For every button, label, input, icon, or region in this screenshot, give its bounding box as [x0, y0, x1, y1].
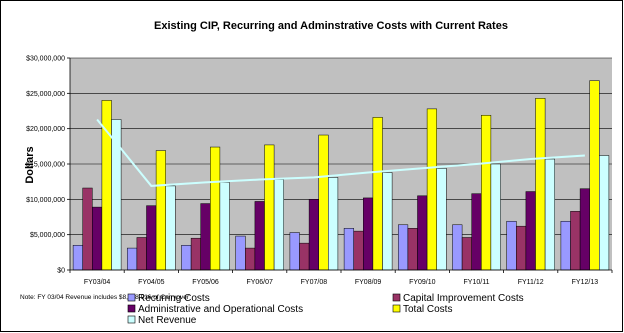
net-revenue-line — [96, 118, 585, 187]
y-tick-label: $15,000,000 — [26, 162, 65, 169]
bar-total-costs-fy04-05 — [155, 150, 166, 271]
bars — [72, 80, 610, 271]
legend-swatch-administrative-and-operational-costs — [127, 304, 136, 313]
bar-recurring-costs-fy09-10 — [398, 224, 409, 271]
bar-net-revenue-fy12-13 — [599, 155, 610, 271]
legend-label-administrative-and-operational-costs: Administrative and Operational Costs — [138, 304, 303, 315]
bar-net-revenue-fy09-10 — [436, 167, 447, 271]
y-tick-label: $30,000,000 — [26, 56, 65, 63]
x-tick-labels: FY03/04 FY04/05 FY05/06 FY06/07 FY07/08 FY08/… — [84, 279, 598, 286]
bar-capital-improvement-costs-fy06-07 — [245, 247, 256, 271]
legend-label-total-costs: Total Costs — [403, 304, 452, 315]
x-tick-label: FY12/13 — [572, 279, 599, 286]
legend-swatch-net-revenue — [127, 315, 136, 324]
x-tick-label: FY05/06 — [192, 279, 219, 286]
bar-capital-improvement-costs-fy10-11 — [461, 237, 472, 271]
bar-capital-improvement-costs-fy07-08 — [299, 242, 310, 271]
bar-net-revenue-fy06-07 — [273, 179, 284, 271]
legend-swatch-total-costs — [392, 304, 401, 313]
bar-administrative-and-operational-costs-fy07-08 — [308, 199, 319, 271]
y-axis-label: Dollars — [24, 146, 36, 183]
y-tick-label: $0 — [57, 268, 65, 275]
bar-total-costs-fy10-11 — [481, 114, 492, 271]
bar-net-revenue-fy11-12 — [544, 158, 555, 271]
y-tick-labels: $0 $5,000,000 $10,000,000 $15,000,000 $20,00… — [26, 56, 65, 275]
bar-capital-improvement-costs-fy12-13 — [570, 211, 581, 271]
legend: Recurring Costs Capital Improvement Costs… — [127, 293, 524, 326]
bar-net-revenue-fy05-06 — [219, 182, 230, 271]
x-tick-label: FY10/11 — [464, 279, 490, 286]
bar-administrative-and-operational-costs-fy04-05 — [146, 205, 157, 271]
bar-administrative-and-operational-costs-fy06-07 — [254, 201, 265, 271]
x-tick-label: FY03/04 — [84, 279, 111, 286]
legend-swatch-capital-improvement-costs — [392, 293, 401, 302]
bar-net-revenue-fy08-09 — [382, 172, 393, 271]
bar-recurring-costs-fy06-07 — [235, 235, 246, 271]
bar-recurring-costs-fy03-04 — [72, 245, 83, 271]
bar-recurring-costs-fy11-12 — [506, 220, 517, 271]
chart-title: Existing CIP, Recurring and Adminstrativ… — [154, 20, 508, 32]
bar-administrative-and-operational-costs-fy05-06 — [200, 203, 211, 271]
bar-recurring-costs-fy05-06 — [181, 245, 192, 271]
axes — [69, 58, 613, 273]
bar-administrative-and-operational-costs-fy10-11 — [471, 193, 482, 271]
bar-administrative-and-operational-costs-fy03-04 — [92, 206, 103, 271]
x-tick-label: FY07/08 — [301, 279, 328, 286]
x-tick-label: FY04/05 — [138, 279, 165, 286]
bar-capital-improvement-costs-fy05-06 — [190, 237, 201, 271]
bar-total-costs-fy09-10 — [426, 108, 437, 271]
footnote: Note: FY 03/04 Revenue includes $8,788,9… — [20, 294, 190, 301]
y-tick-label: $25,000,000 — [26, 91, 65, 98]
net-revenue-line-layer — [96, 118, 585, 187]
bar-administrative-and-operational-costs-fy11-12 — [525, 191, 536, 271]
bar-recurring-costs-fy07-08 — [289, 232, 300, 271]
bar-total-costs-fy12-13 — [589, 80, 600, 271]
bar-capital-improvement-costs-fy04-05 — [136, 237, 147, 271]
legend-label-capital-improvement-costs: Capital Improvement Costs — [403, 293, 524, 304]
x-tick-label: FY06/07 — [246, 279, 273, 286]
bar-recurring-costs-fy12-13 — [560, 220, 571, 271]
bar-administrative-and-operational-costs-fy12-13 — [579, 188, 590, 271]
bar-total-costs-fy08-09 — [372, 117, 383, 271]
legend-label-recurring-costs: Recurring Costs — [138, 293, 210, 304]
bar-recurring-costs-fy10-11 — [452, 224, 463, 271]
bar-net-revenue-fy04-05 — [165, 185, 176, 271]
bar-total-costs-fy11-12 — [535, 98, 546, 271]
bar-recurring-costs-fy04-05 — [127, 247, 138, 271]
bar-total-costs-fy06-07 — [264, 144, 275, 271]
x-tick-label: FY08/09 — [355, 279, 382, 286]
x-tick-label: FY09/10 — [409, 279, 436, 286]
legend-swatch-recurring-costs — [127, 293, 136, 302]
bar-capital-improvement-costs-fy03-04 — [82, 187, 93, 271]
bar-capital-improvement-costs-fy11-12 — [516, 225, 527, 271]
bar-net-revenue-fy07-08 — [328, 177, 339, 271]
bar-net-revenue-fy10-11 — [490, 163, 501, 271]
y-tick-label: $20,000,000 — [26, 126, 65, 133]
bar-total-costs-fy05-06 — [210, 146, 221, 271]
bar-capital-improvement-costs-fy08-09 — [353, 230, 364, 271]
legend-label-net-revenue: Net Revenue — [138, 315, 197, 326]
bar-administrative-and-operational-costs-fy09-10 — [417, 195, 428, 271]
x-tick-label: FY11/12 — [518, 279, 544, 286]
bar-total-costs-fy07-08 — [318, 134, 329, 271]
y-tick-label: $10,000,000 — [26, 197, 65, 204]
bar-capital-improvement-costs-fy09-10 — [407, 228, 418, 271]
bar-recurring-costs-fy08-09 — [343, 228, 354, 271]
bar-administrative-and-operational-costs-fy08-09 — [363, 197, 374, 271]
y-tick-label: $5,000,000 — [30, 232, 65, 239]
